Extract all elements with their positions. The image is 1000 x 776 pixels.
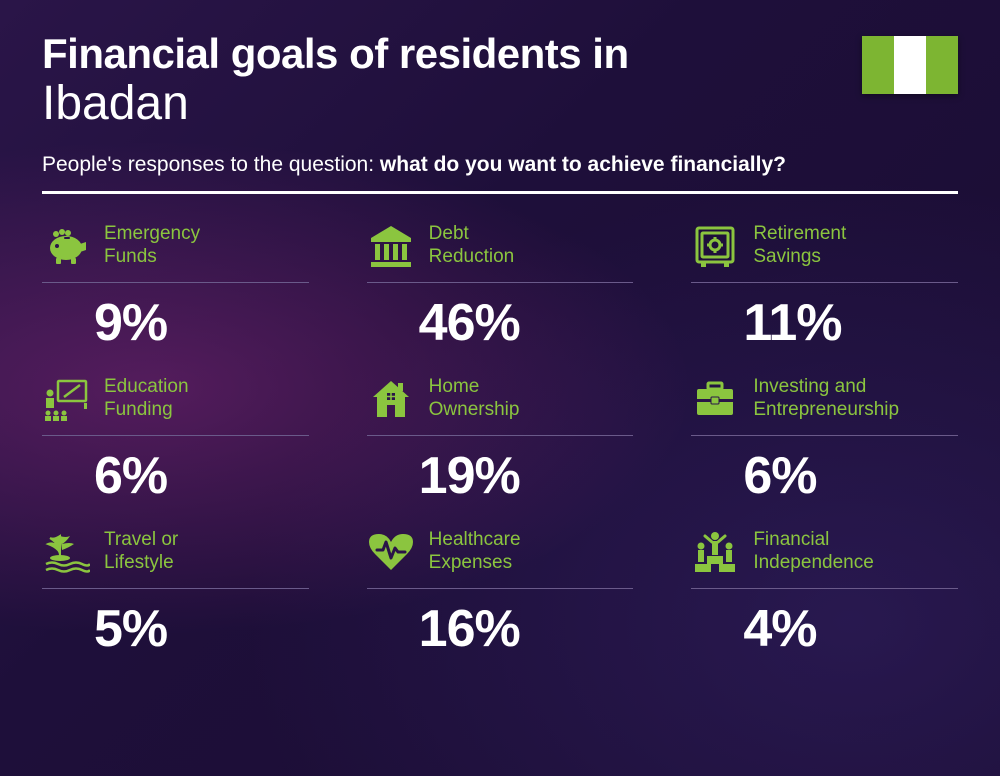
stat-label: Investing andEntrepreneurship (753, 376, 899, 421)
stat-label: HomeOwnership (429, 376, 520, 421)
stat-rule (691, 435, 958, 436)
stat-value: 6% (691, 446, 958, 506)
stat-education-funding: EducationFunding 6% (42, 371, 309, 506)
healthcare-icon (367, 528, 415, 576)
briefcase-icon (691, 375, 739, 423)
stat-value: 11% (691, 293, 958, 353)
stat-retirement-savings: RetirementSavings 11% (691, 218, 958, 353)
stat-rule (367, 282, 634, 283)
stat-label: DebtReduction (429, 223, 515, 268)
stat-value: 4% (691, 599, 958, 659)
stat-label: HealthcareExpenses (429, 529, 521, 574)
stat-healthcare-expenses: HealthcareExpenses 16% (367, 524, 634, 659)
stat-label: RetirementSavings (753, 223, 846, 268)
title-block: Financial goals of residents in Ibadan (42, 32, 862, 131)
stat-financial-independence: FinancialIndependence 4% (691, 524, 958, 659)
flag-stripe-green (926, 36, 958, 94)
stat-investing: Investing andEntrepreneurship 6% (691, 371, 958, 506)
title-city: Ibadan (42, 78, 862, 131)
header-row: Financial goals of residents in Ibadan (42, 32, 958, 131)
stat-rule (367, 588, 634, 589)
title-prefix: Financial goals of residents in (42, 32, 862, 76)
stat-value: 9% (42, 293, 309, 353)
stat-rule (42, 435, 309, 436)
header-rule (42, 191, 958, 194)
stat-value: 5% (42, 599, 309, 659)
stat-emergency-funds: EmergencyFunds 9% (42, 218, 309, 353)
travel-icon (42, 528, 90, 576)
stat-value: 19% (367, 446, 634, 506)
stat-label: EmergencyFunds (104, 223, 200, 268)
education-icon (42, 375, 90, 423)
stat-label: FinancialIndependence (753, 529, 873, 574)
stats-grid: EmergencyFunds 9% DebtReduction 46% Reti… (42, 218, 958, 659)
nigeria-flag (862, 36, 958, 94)
stat-debt-reduction: DebtReduction 46% (367, 218, 634, 353)
subtitle-question: what do you want to achieve financially? (380, 153, 786, 176)
stat-rule (367, 435, 634, 436)
stat-value: 46% (367, 293, 634, 353)
stat-travel-lifestyle: Travel orLifestyle 5% (42, 524, 309, 659)
safe-icon (691, 222, 739, 270)
bank-icon (367, 222, 415, 270)
house-icon (367, 375, 415, 423)
stat-rule (691, 282, 958, 283)
stat-rule (42, 588, 309, 589)
subtitle: People's responses to the question: what… (42, 153, 958, 177)
flag-stripe-green (862, 36, 894, 94)
stat-rule (691, 588, 958, 589)
independence-icon (691, 528, 739, 576)
subtitle-lead: People's responses to the question: (42, 153, 380, 176)
stat-value: 16% (367, 599, 634, 659)
stat-rule (42, 282, 309, 283)
piggy-bank-icon (42, 222, 90, 270)
stat-home-ownership: HomeOwnership 19% (367, 371, 634, 506)
stat-label: Travel orLifestyle (104, 529, 178, 574)
stat-value: 6% (42, 446, 309, 506)
flag-stripe-white (894, 36, 926, 94)
stat-label: EducationFunding (104, 376, 189, 421)
